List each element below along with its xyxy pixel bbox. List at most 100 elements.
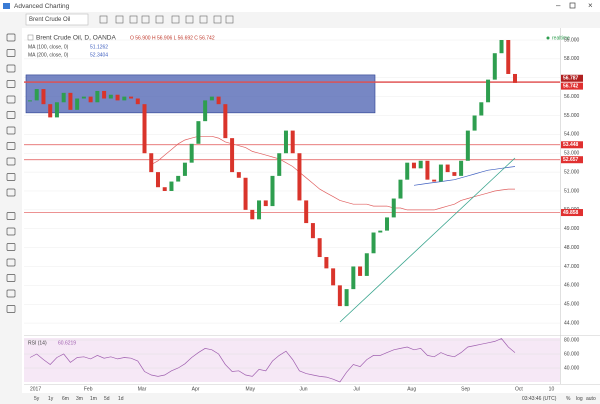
symbol-input[interactable] xyxy=(25,13,89,26)
tool-button[interactable] xyxy=(6,142,16,150)
tool-button[interactable] xyxy=(6,49,16,57)
toolbar-button[interactable] xyxy=(99,15,108,24)
legend-title: Brent Crude Oil, D, OANDA xyxy=(36,35,116,42)
tool-button[interactable] xyxy=(6,64,16,73)
candle xyxy=(155,172,160,188)
candle xyxy=(391,198,396,218)
toolbar-button[interactable] xyxy=(141,15,150,24)
legend-ohlc: O 56.900 H 56.906 L 56.692 C 56.742 xyxy=(130,35,215,41)
rsi-band xyxy=(24,338,560,382)
candle xyxy=(115,94,120,101)
toolbar-button[interactable] xyxy=(115,15,124,24)
toolbar-button[interactable] xyxy=(171,15,180,24)
trend-line xyxy=(339,157,516,323)
tool-button[interactable] xyxy=(6,188,16,197)
tool-button[interactable] xyxy=(6,33,16,42)
candle xyxy=(75,98,80,110)
level-label: 49.858 xyxy=(563,210,579,216)
candle xyxy=(297,153,302,201)
y-tick-label: 55.000 xyxy=(564,113,580,119)
candle xyxy=(499,40,504,54)
tool-button[interactable] xyxy=(6,173,16,181)
candle xyxy=(283,130,288,154)
option-button[interactable]: log xyxy=(576,396,583,402)
tool-button[interactable] xyxy=(6,227,16,236)
candle xyxy=(176,175,181,182)
range-button[interactable]: 1d xyxy=(118,396,124,402)
candle xyxy=(479,102,484,116)
tool-button[interactable] xyxy=(6,274,16,282)
y-tick-label: 59.000 xyxy=(564,37,580,43)
candle xyxy=(28,100,32,102)
candle xyxy=(243,177,248,210)
candle xyxy=(351,266,356,290)
level-tag xyxy=(561,156,583,164)
range-button[interactable]: 5y xyxy=(34,396,40,402)
ma-legend: MA (200, close, 0) xyxy=(28,52,69,58)
tool-button[interactable] xyxy=(6,212,16,220)
zone xyxy=(25,74,376,114)
candle xyxy=(189,143,194,163)
maximize[interactable] xyxy=(569,2,576,9)
range-button[interactable]: 6m xyxy=(62,396,69,402)
tool-button[interactable] xyxy=(6,157,16,166)
level-label: 53.448 xyxy=(563,142,579,148)
toolbar-button[interactable] xyxy=(199,15,208,24)
tool-button[interactable] xyxy=(6,258,16,267)
range-button[interactable]: 1m xyxy=(90,396,97,402)
level-label: 52.657 xyxy=(563,157,579,163)
tool-button[interactable] xyxy=(6,80,16,88)
candle xyxy=(337,285,342,307)
range-button[interactable]: 5d xyxy=(104,396,110,402)
x-tick-label: Jun xyxy=(299,386,307,392)
legend-toggle[interactable] xyxy=(27,34,34,41)
candle xyxy=(34,89,39,101)
x-tick-label: Feb xyxy=(84,386,93,392)
candle xyxy=(54,102,59,118)
option-button[interactable]: % xyxy=(566,396,571,402)
candle xyxy=(324,257,329,269)
candle xyxy=(216,96,221,105)
level-tag xyxy=(561,74,583,82)
candle xyxy=(209,96,214,101)
candle xyxy=(465,130,470,161)
range-button[interactable]: 3m xyxy=(76,396,83,402)
y-tick-label: 58.000 xyxy=(564,56,580,62)
candle xyxy=(418,160,423,169)
rsi-tick-label: 60.000 xyxy=(564,351,580,357)
candle xyxy=(472,115,477,131)
level-label: 56.742 xyxy=(563,83,579,89)
tool-button[interactable] xyxy=(6,243,16,251)
rsi-tick-label: 80.000 xyxy=(564,337,580,343)
x-tick-label: Oct xyxy=(515,386,523,392)
tool-button[interactable] xyxy=(6,289,16,298)
x-tick-label: May xyxy=(246,386,256,392)
candle xyxy=(142,104,147,154)
tool-button[interactable] xyxy=(6,95,16,104)
tool-button[interactable] xyxy=(6,126,16,135)
range-button[interactable]: 1y xyxy=(48,396,54,402)
y-tick-label: 44.000 xyxy=(564,320,580,326)
option-button[interactable]: auto xyxy=(586,396,596,402)
toolbar-button[interactable] xyxy=(213,15,222,24)
candle xyxy=(81,96,86,99)
toolbar-button[interactable] xyxy=(155,15,164,24)
toolbar-button[interactable] xyxy=(185,15,194,24)
candle xyxy=(108,94,113,99)
left-icons xyxy=(6,33,16,313)
y-tick-label: 52.000 xyxy=(564,169,580,175)
candle xyxy=(196,121,201,144)
close[interactable]: × xyxy=(588,1,593,10)
toolbar-icons xyxy=(99,15,234,24)
toolbar-button[interactable] xyxy=(225,15,234,24)
tool-button[interactable] xyxy=(6,111,16,119)
rsi-tick-label: 40.000 xyxy=(564,365,580,371)
level-tag xyxy=(561,82,583,90)
candle xyxy=(169,181,174,191)
candle xyxy=(486,79,491,103)
candle xyxy=(459,160,464,176)
y-tick-label: 46.000 xyxy=(564,283,580,289)
minimize[interactable]: – xyxy=(556,1,561,10)
tool-button[interactable] xyxy=(6,305,16,313)
toolbar-button[interactable] xyxy=(129,15,138,24)
